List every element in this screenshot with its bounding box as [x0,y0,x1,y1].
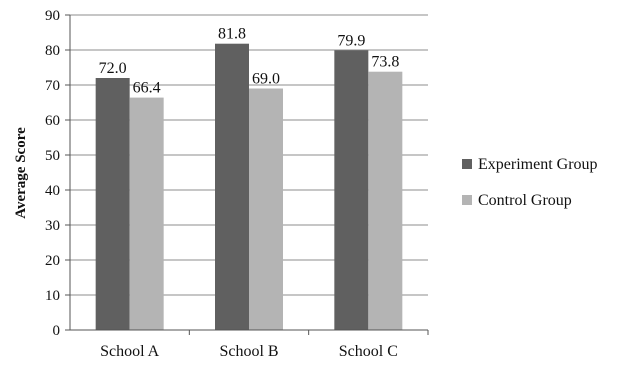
y-tick-label-20: 20 [45,253,60,269]
category-label-1: School B [219,343,278,360]
legend-label-0: Experiment Group [478,156,598,173]
legend-label-1: Control Group [478,192,572,209]
bar-experiment-2 [334,50,369,330]
axes [65,14,429,335]
data-label-control-0: 66.4 [133,80,161,97]
bar-experiment-0 [95,78,130,330]
data-label-control-1: 69.0 [252,71,280,88]
y-tick-label-40: 40 [45,183,60,199]
labels: 0 10 20 30 40 50 60 70 80 90 72.0 66.4 School A 81.8 6… [45,8,399,360]
y-tick-label-90: 90 [45,8,60,24]
y-tick-label-70: 70 [45,78,60,94]
y-tick-label-60: 60 [45,113,60,129]
y-tick-label-80: 80 [45,43,60,59]
bar-experiment-1 [215,43,249,330]
legend-swatch-1 [462,195,472,205]
y-tick-label-30: 30 [45,218,60,234]
y-axis-title: Average Score [13,127,29,219]
bar-control-0 [129,97,164,330]
y-tick-label-50: 50 [45,148,60,164]
category-label-0: School A [100,343,160,360]
data-label-experiment-1: 81.8 [218,26,246,43]
bars [95,43,403,330]
bar-control-2 [368,71,403,330]
y-tick-label-10: 10 [45,288,60,304]
data-label-experiment-0: 72.0 [99,60,127,77]
y-tick-label-0: 0 [53,323,61,339]
legend: Experiment Group Control Group [462,156,598,209]
data-label-control-2: 73.8 [371,54,399,71]
data-label-experiment-2: 79.9 [337,32,365,49]
bar-control-1 [249,88,283,330]
legend-swatch-0 [462,159,472,169]
category-label-2: School C [339,343,398,360]
